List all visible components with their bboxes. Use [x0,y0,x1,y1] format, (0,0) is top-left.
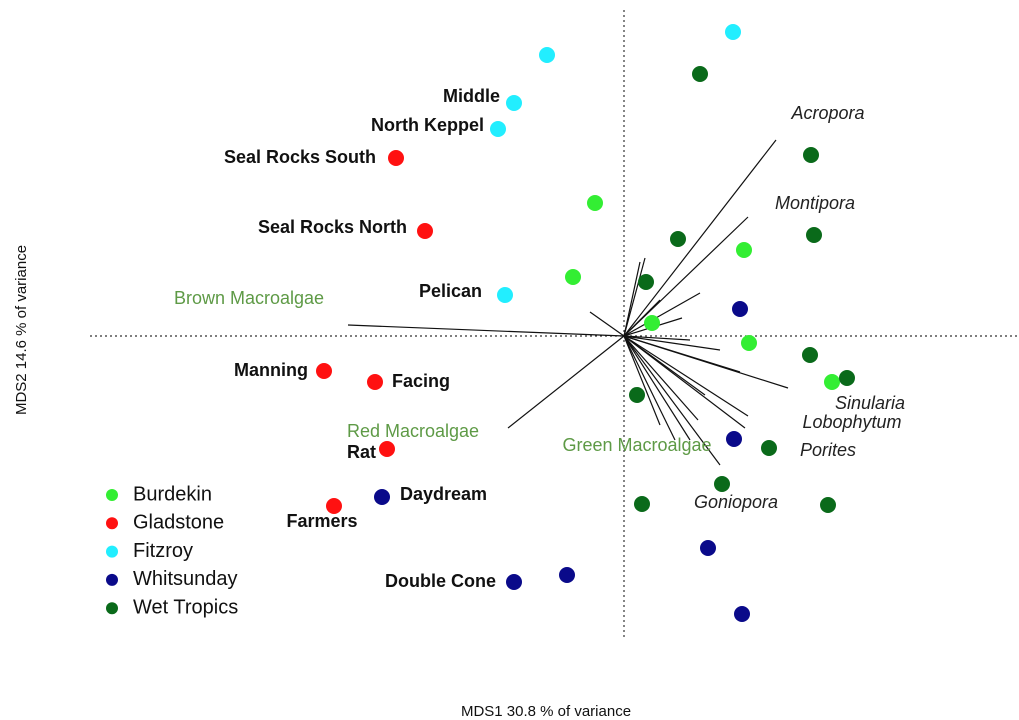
vector-label: Montipora [775,193,855,213]
legend-label: Fitzroy [133,540,193,562]
legend-marker [106,517,118,530]
vector-label: Green Macroalgae [562,435,711,455]
loading-vector [623,299,661,337]
point [725,24,741,40]
point [388,150,404,166]
legend-marker [106,489,118,501]
legend-label: Burdekin [133,483,212,505]
point [670,231,686,247]
point [326,498,342,514]
point-label: Farmers [286,511,357,531]
vector-label: Porites [800,440,856,460]
y-axis-title: MDS2 14.6 % of variance [13,245,30,415]
point-label: North Keppel [371,115,484,135]
point [741,335,757,351]
point [490,121,506,137]
vector-label: Acropora [790,103,864,123]
loading-vector [507,335,625,429]
point [417,223,433,239]
point [587,195,603,211]
point [732,301,748,317]
loading-vector [623,335,706,396]
point [726,431,742,447]
point [761,440,777,456]
vector-label: Goniopora [694,492,778,512]
loading-vector [623,335,741,373]
loading-vector [623,261,641,337]
legend-marker [106,602,118,615]
point [497,287,513,303]
loading-vector [623,335,721,351]
loading-vector [623,139,777,337]
loading-vector [347,324,625,337]
point [644,315,660,331]
point [374,489,390,505]
point-label: Pelican [419,281,482,301]
point [629,387,645,403]
loading-vector [623,335,691,441]
vector-label: Lobophytum [802,412,901,432]
loading-vector [589,311,625,337]
legend-label: Wet Tropics [133,596,238,618]
point [539,47,555,63]
point [634,496,650,512]
point-label: Middle [443,86,500,106]
point-label: Manning [234,360,308,380]
point [802,347,818,363]
x-axis-title: MDS1 30.8 % of variance [461,703,631,720]
legend-marker [106,545,118,558]
point-label: Daydream [400,484,487,504]
point-label: Facing [392,371,450,391]
vector-label: Red Macroalgae [347,421,479,441]
loading-vector [623,335,661,426]
point [734,606,750,622]
loading-vector [623,292,701,337]
point-label: Rat [347,442,376,462]
loading-vector [623,335,676,441]
legend-marker [106,573,118,586]
point [820,497,836,513]
point [367,374,383,390]
point [824,374,840,390]
point [506,95,522,111]
vector-label: Brown Macroalgae [174,288,324,308]
loading-vector [623,335,721,466]
point [565,269,581,285]
loading-vector [623,335,699,421]
legend-label: Gladstone [133,512,224,534]
point-label: Double Cone [385,571,496,591]
loading-vector [623,257,646,337]
point [714,476,730,492]
point [736,242,752,258]
point [803,147,819,163]
loading-vector [623,335,749,417]
point-label: Seal Rocks North [258,217,407,237]
point [316,363,332,379]
point [839,370,855,386]
point [379,441,395,457]
point [638,274,654,290]
legend-label: Whitsunday [133,568,238,590]
point [506,574,522,590]
point [700,540,716,556]
point [806,227,822,243]
loading-vector [623,335,691,341]
point [692,66,708,82]
point-label: Seal Rocks South [224,147,376,167]
vector-label: Sinularia [835,393,905,413]
point [559,567,575,583]
